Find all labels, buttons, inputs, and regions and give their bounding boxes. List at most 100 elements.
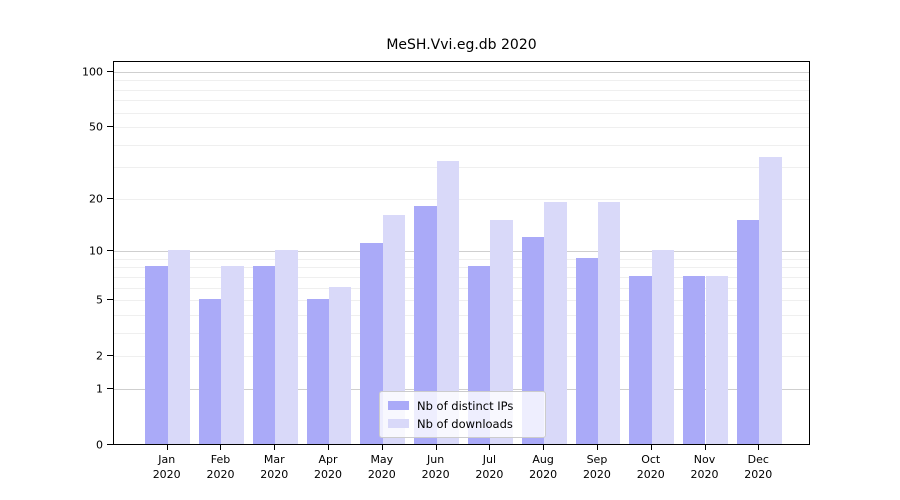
downloads-bar-aug [544, 201, 567, 444]
x-tick-mark [596, 445, 598, 450]
x-tick-year: 2020 [690, 468, 719, 481]
x-axis-tick-label: Dec 2020 [728, 452, 788, 482]
x-tick-year: 2020 [582, 468, 611, 481]
legend-swatch-distinct-ips [388, 401, 409, 410]
x-tick-month: Mar [263, 453, 285, 466]
legend-label: Nb of downloads [417, 416, 513, 431]
gridline-minor [114, 287, 809, 289]
ips-bar-apr [306, 299, 330, 444]
x-tick-mark [489, 445, 491, 450]
downloads-bar-sep [597, 201, 621, 444]
plot-area [113, 61, 810, 445]
x-tick-year: 2020 [152, 468, 181, 481]
ips-bar-jun [414, 206, 437, 444]
x-tick-year: 2020 [314, 468, 343, 481]
gridline-minor [114, 144, 809, 146]
x-tick-month: Feb [210, 453, 231, 466]
ips-bar-dec [736, 219, 760, 444]
x-axis-tick-label: Jun 2020 [406, 452, 466, 482]
y-axis-tick-label: 100 [82, 65, 103, 79]
y-axis-tick-label: 20 [89, 192, 103, 206]
gridline-minor [114, 267, 809, 269]
x-tick-mark [381, 445, 383, 450]
gridline-minor [114, 80, 809, 82]
gridline-minor [114, 89, 809, 91]
ips-bar-oct [629, 275, 652, 444]
gridline-minor [114, 112, 809, 114]
x-axis-tick-label: Oct 2020 [621, 452, 681, 482]
x-tick-year: 2020 [260, 468, 289, 481]
x-axis-tick-label: Jan 2020 [137, 452, 197, 482]
legend-item: Nb of downloads [388, 415, 537, 433]
x-tick-year: 2020 [529, 468, 558, 481]
downloads-bar-dec [759, 156, 782, 444]
x-axis-tick-label: May 2020 [352, 452, 412, 482]
downloads-bar-jan [167, 250, 191, 444]
x-tick-year: 2020 [744, 468, 773, 481]
y-axis-tick-label: 0 [96, 438, 103, 452]
y-axis-tick-label: 2 [96, 349, 103, 363]
x-axis-tick-label: Sep 2020 [567, 452, 627, 482]
gridline-minor [114, 332, 809, 334]
x-tick-month: Jan [158, 453, 176, 466]
x-tick-mark [758, 445, 760, 450]
x-tick-year: 2020 [636, 468, 665, 481]
x-tick-month: Apr [318, 453, 338, 466]
gridline-minor [114, 314, 809, 316]
x-tick-year: 2020 [367, 468, 396, 481]
x-tick-month: Nov [693, 453, 716, 466]
gridline-minor [114, 300, 809, 302]
x-tick-month: Aug [532, 453, 554, 466]
x-axis-tick-label: Aug 2020 [513, 452, 573, 482]
legend-item: Nb of distinct IPs [388, 397, 537, 415]
y-axis-tick-label: 5 [96, 293, 103, 307]
x-tick-mark [704, 445, 706, 450]
downloads-bar-may [382, 215, 406, 444]
x-tick-mark [166, 445, 168, 450]
downloads-bar-jul [490, 219, 513, 444]
downloads-bar-oct [651, 250, 675, 444]
x-tick-month: Oct [641, 453, 661, 466]
gridline-minor [114, 100, 809, 102]
x-tick-month: Dec [747, 453, 769, 466]
gridline-major [114, 251, 809, 253]
gridline-minor [114, 167, 809, 169]
legend: Nb of distinct IPs Nb of downloads [379, 391, 546, 438]
x-tick-year: 2020 [475, 468, 504, 481]
y-axis-tick-label: 50 [89, 120, 103, 134]
y-tick-mark [107, 250, 113, 252]
downloads-bar-nov [705, 275, 728, 444]
x-tick-year: 2020 [206, 468, 235, 481]
legend-label: Nb of distinct IPs [417, 398, 514, 413]
x-tick-month: Sep [586, 453, 608, 466]
x-axis-tick-label: Apr 2020 [298, 452, 358, 482]
x-tick-month: May [370, 453, 394, 466]
gridline-minor [114, 356, 809, 358]
gridline-minor [114, 276, 809, 278]
y-axis-tick-label: 10 [89, 244, 103, 258]
x-tick-mark [650, 445, 652, 450]
ips-bar-sep [575, 257, 598, 444]
x-axis-tick-label: Nov 2020 [675, 452, 735, 482]
y-tick-mark [107, 387, 113, 389]
ips-bar-may [360, 243, 383, 444]
x-axis-tick-label: Mar 2020 [244, 452, 304, 482]
ips-bar-feb [199, 299, 222, 444]
gridline-minor [114, 127, 809, 129]
y-tick-mark [107, 444, 113, 445]
x-tick-mark [220, 445, 222, 450]
x-axis-tick-label: Jul 2020 [459, 452, 519, 482]
y-tick-mark [107, 197, 113, 199]
ips-bar-nov [683, 275, 706, 444]
chart-title: MeSH.Vvi.eg.db 2020 [386, 37, 537, 53]
x-axis-tick-label: Feb 2020 [190, 452, 250, 482]
y-axis-tick-label: 1 [96, 382, 103, 396]
ips-bar-mar [252, 266, 276, 444]
x-tick-mark [328, 445, 330, 450]
legend-swatch-downloads [388, 419, 409, 428]
y-tick-mark [107, 70, 113, 72]
y-tick-mark [107, 355, 113, 357]
gridline-minor [114, 258, 809, 260]
x-tick-mark [435, 445, 437, 450]
